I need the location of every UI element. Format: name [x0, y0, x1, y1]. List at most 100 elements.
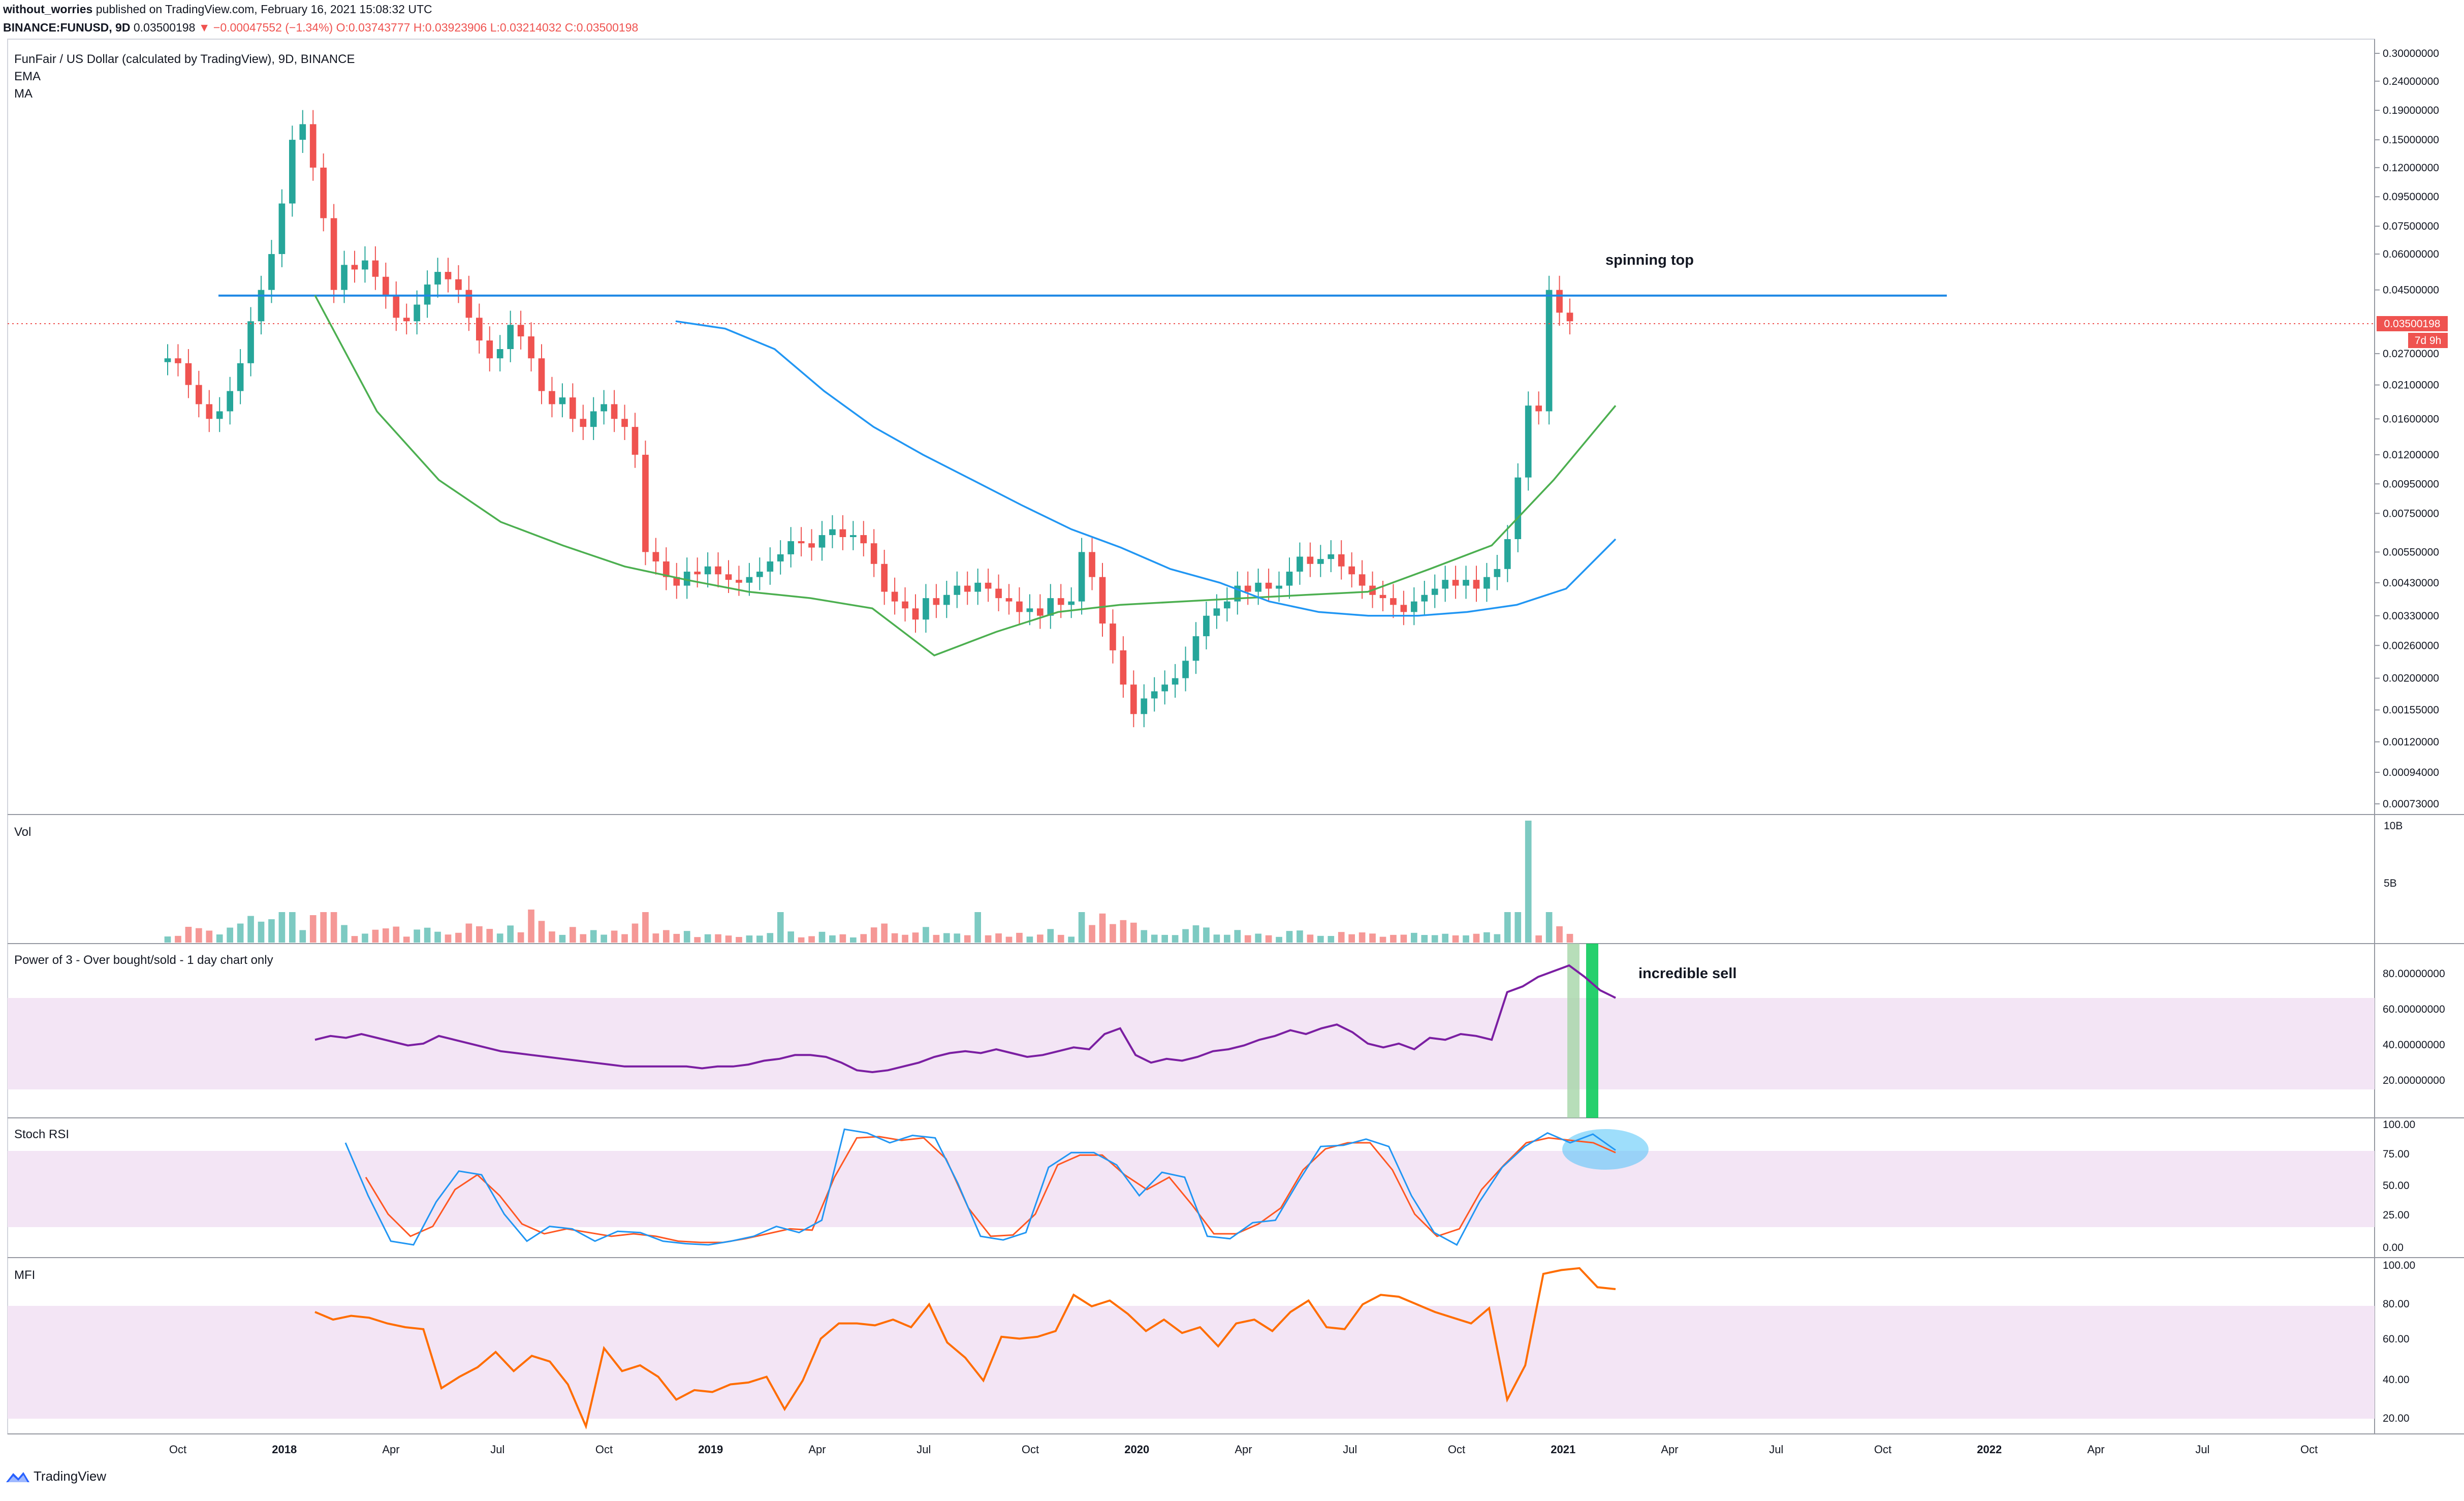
volume-bar: [1556, 926, 1563, 943]
volume-bar: [1276, 936, 1282, 943]
volume-bar: [1504, 912, 1511, 943]
volume-bar: [673, 933, 680, 943]
ema-legend[interactable]: EMA: [14, 70, 41, 83]
time-tick-label: Oct: [169, 1443, 186, 1456]
candle-body: [341, 265, 348, 290]
chart-header: without_worries published on TradingView…: [3, 0, 638, 37]
candle-body: [818, 535, 826, 548]
candle-body: [1213, 608, 1220, 616]
volume-bar: [912, 932, 919, 943]
candle-body: [704, 566, 711, 575]
power-pane-title[interactable]: Power of 3 - Over bought/sold - 1 day ch…: [14, 953, 273, 967]
price-tick-label: 0.00260000: [2383, 640, 2439, 651]
candle-body: [1203, 615, 1210, 637]
candle-body: [258, 290, 265, 322]
candle-body: [1161, 684, 1168, 692]
volume-bar: [1005, 936, 1013, 943]
candle-body: [1120, 650, 1127, 685]
volume-bar: [414, 929, 421, 943]
price-pane-title: FunFair / US Dollar (calculated by Tradi…: [14, 52, 355, 66]
time-tick-label: Apr: [2087, 1443, 2104, 1456]
volume-bar: [642, 912, 649, 943]
candle-body: [1545, 290, 1553, 412]
candle-body: [912, 608, 919, 620]
price-tick-label: 0.09500000: [2383, 191, 2439, 203]
volume-bar: [1234, 930, 1241, 943]
candle-body: [372, 260, 379, 277]
stoch-pane-title[interactable]: Stoch RSI: [14, 1128, 69, 1141]
candle-body: [164, 358, 171, 362]
author-name[interactable]: without_worries: [3, 3, 93, 16]
volume-bar: [289, 912, 296, 943]
candle-body: [362, 260, 368, 270]
volume-bar: [341, 925, 348, 943]
volume-bar: [1379, 936, 1386, 943]
candle-body: [964, 585, 971, 592]
volume-bar: [860, 934, 867, 943]
last-price: 0.03500198: [133, 21, 196, 34]
spinning-top-annotation[interactable]: spinning top: [1605, 252, 1694, 268]
price-tick-label: 0.04500000: [2383, 285, 2439, 296]
candle-body: [683, 571, 690, 586]
volume-bar: [1307, 934, 1314, 943]
ma-legend[interactable]: MA: [14, 87, 33, 101]
volume-bar: [1286, 931, 1293, 943]
volume-bar: [933, 934, 940, 943]
volume-bar: [382, 928, 389, 943]
volume-bar: [746, 935, 753, 943]
last-price-tag-text: 0.03500198: [2384, 318, 2441, 330]
high-value: H:0.03923906: [413, 21, 487, 34]
volume-bar: [1494, 934, 1501, 943]
volume-bar: [216, 934, 223, 943]
candle-body: [351, 265, 358, 270]
ohlc-line: BINANCE:FUNUSD, 9D 0.03500198 ▼ −0.00047…: [3, 18, 638, 37]
price-tick-label: 0.01600000: [2383, 413, 2439, 425]
candle-body: [569, 397, 576, 419]
candle-body: [611, 404, 618, 419]
candle-body: [902, 601, 908, 609]
volume-bar: [403, 936, 410, 943]
volume-bar: [1514, 912, 1522, 943]
volume-bar: [1317, 935, 1324, 943]
volume-bar: [517, 932, 524, 943]
last-price-tag: [2377, 316, 2448, 331]
highlight-bar-strong: [1586, 944, 1598, 1118]
incredible-sell-annotation[interactable]: incredible sell: [1638, 965, 1736, 982]
candle-body: [206, 404, 213, 419]
candle-body: [1566, 312, 1573, 322]
volume-bar: [1110, 924, 1116, 943]
volume-bar: [227, 927, 234, 943]
volume-bar: [1182, 929, 1189, 943]
candle-body: [309, 124, 317, 168]
volume-bar: [580, 934, 587, 943]
candle-body: [642, 454, 649, 552]
volume-bar: [247, 916, 254, 943]
volume-bar: [1026, 936, 1033, 943]
mfi-pane-title[interactable]: MFI: [14, 1268, 35, 1282]
candle-body: [289, 140, 296, 204]
volume-bar: [1223, 934, 1230, 943]
volume-bar: [694, 937, 701, 943]
mfi-axis-label: 20.00: [2383, 1413, 2410, 1424]
volume-bar: [1566, 933, 1573, 943]
volume-bar: [1297, 930, 1303, 943]
stoch-highlight-ellipse: [1562, 1129, 1649, 1170]
candle-body: [590, 411, 597, 427]
candle-body: [1151, 691, 1158, 699]
stoch-axis-label: 50.00: [2383, 1180, 2410, 1192]
candle-body: [403, 318, 410, 322]
volume-bar: [590, 930, 597, 943]
volume-axis-label: 5B: [2384, 878, 2397, 889]
time-tick-label: Jul: [490, 1443, 504, 1456]
tradingview-logo[interactable]: TradingView: [5, 1468, 106, 1484]
candle-body: [1338, 554, 1345, 567]
stoch-axis-label: 25.00: [2383, 1209, 2410, 1221]
ma-line: [675, 320, 1617, 617]
volume-bar: [1213, 934, 1220, 943]
volume-bar: [943, 933, 950, 943]
vol-pane-title[interactable]: Vol: [14, 825, 31, 839]
price-tick-label: 0.00094000: [2383, 767, 2439, 778]
open-value: O:0.03743777: [336, 21, 410, 34]
candle-body: [1410, 601, 1417, 612]
